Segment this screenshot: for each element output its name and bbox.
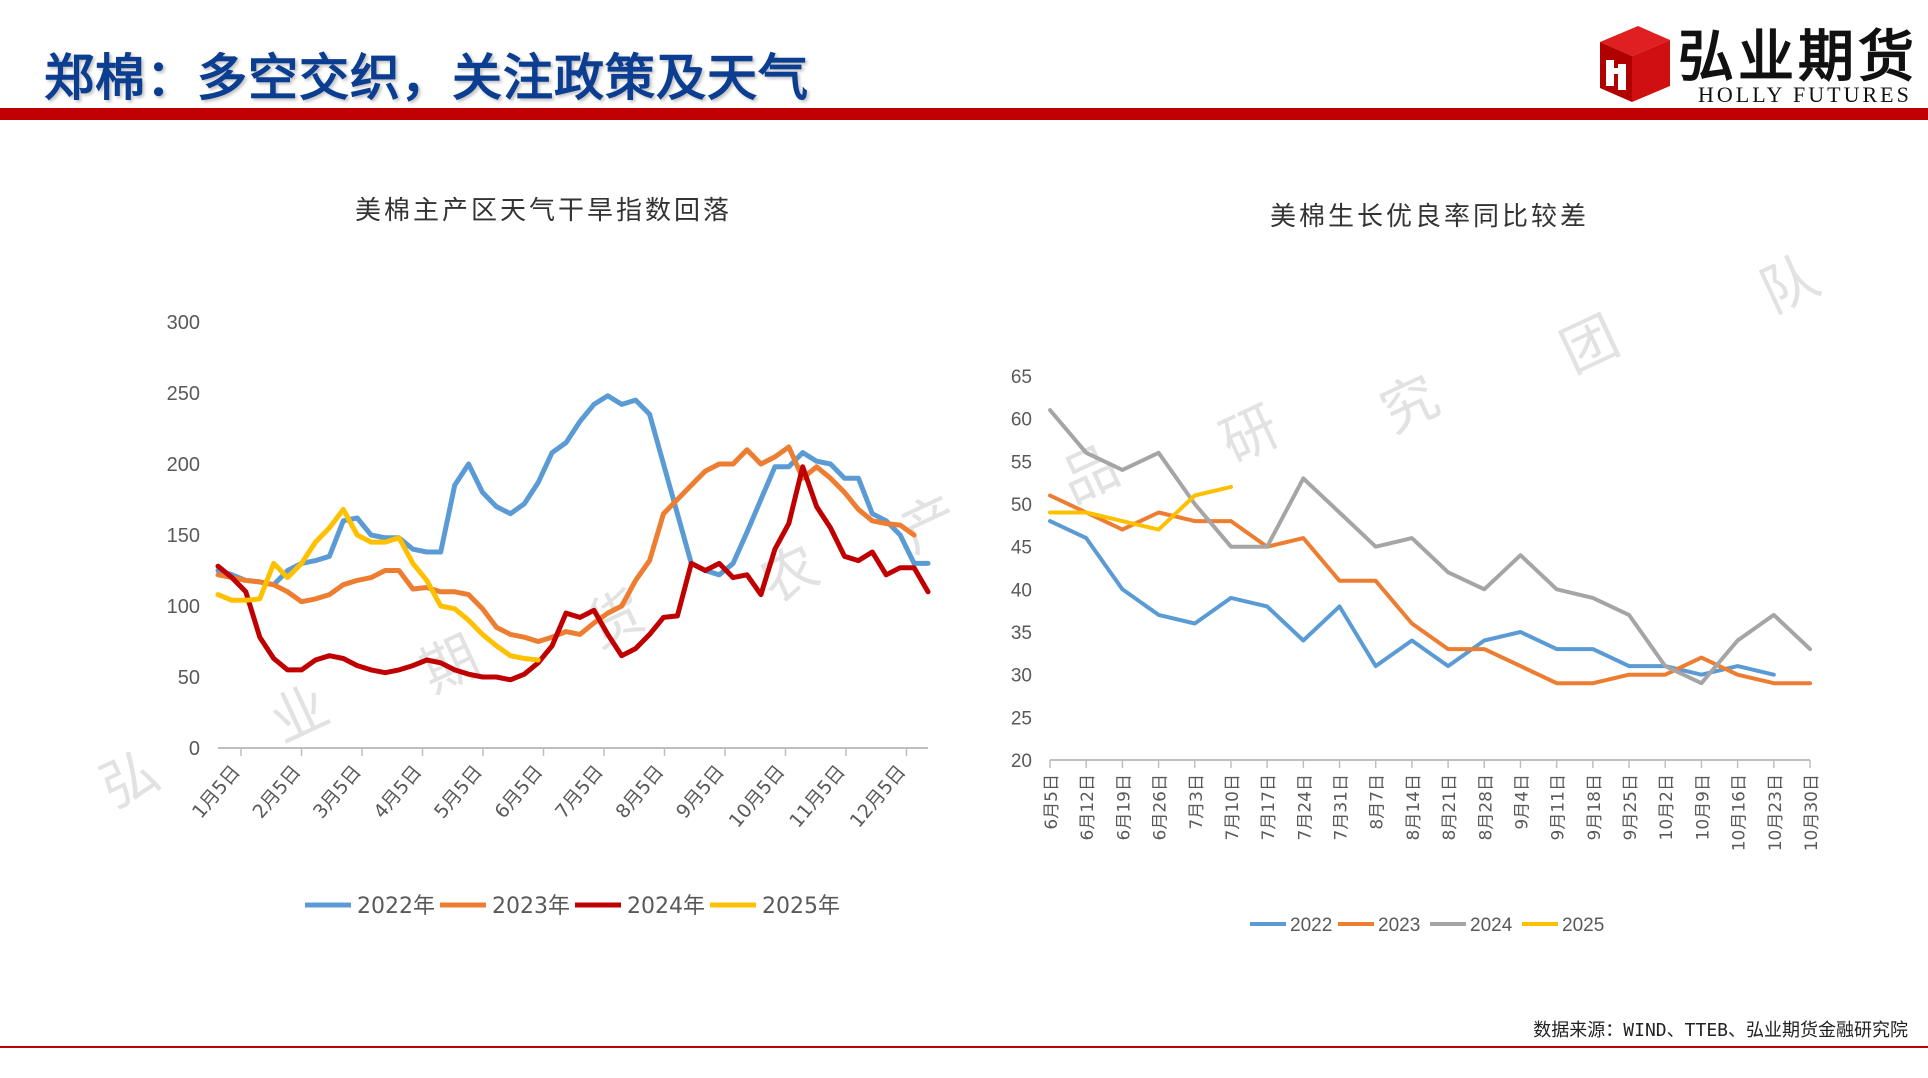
y-tick-label: 250 bbox=[167, 383, 200, 405]
series-line-2023 bbox=[1048, 493, 1812, 686]
legend-label: 2022年 bbox=[357, 894, 435, 919]
y-tick-label: 65 bbox=[1011, 367, 1032, 388]
series-line-2022 bbox=[1048, 519, 1776, 677]
x-tick-label: 8月28日 bbox=[1476, 774, 1496, 840]
legend-label: 2022 bbox=[1290, 915, 1332, 936]
legend-label: 2024 bbox=[1470, 915, 1513, 936]
x-tick-label: 10月30日 bbox=[1802, 774, 1822, 851]
legend-label: 2025年 bbox=[762, 894, 840, 919]
x-tick-label: 10月16日 bbox=[1730, 774, 1750, 851]
x-tick-label: 8月14日 bbox=[1404, 774, 1424, 840]
y-tick-label: 45 bbox=[1011, 538, 1032, 559]
legend-label: 2025 bbox=[1562, 915, 1604, 936]
y-tick-label: 0 bbox=[189, 738, 200, 760]
x-tick-label: 6月19日 bbox=[1114, 774, 1134, 840]
y-tick-label: 50 bbox=[1011, 495, 1032, 516]
x-tick-label: 7月10日 bbox=[1223, 774, 1243, 840]
logo-cube-icon bbox=[1600, 26, 1670, 102]
x-tick-label: 6月26日 bbox=[1151, 774, 1171, 840]
x-tick-label: 6月12日 bbox=[1078, 774, 1098, 840]
series-line-2024 bbox=[1048, 408, 1812, 686]
series-line-2025年 bbox=[215, 506, 541, 663]
series-line-2023年 bbox=[215, 444, 917, 644]
legend-label: 2023 bbox=[1378, 915, 1420, 936]
y-tick-label: 40 bbox=[1011, 580, 1032, 601]
y-tick-label: 300 bbox=[167, 312, 200, 334]
x-tick-label: 8月21日 bbox=[1440, 774, 1460, 840]
crop-condition-chart-title: 美棉生长优良率同比较差 bbox=[1270, 202, 1590, 232]
y-tick-label: 50 bbox=[178, 667, 200, 689]
x-tick-label: 10月23日 bbox=[1766, 774, 1786, 851]
y-tick-label: 30 bbox=[1011, 666, 1032, 687]
y-tick-label: 100 bbox=[167, 596, 200, 618]
drought-chart-title: 美棉主产区天气干旱指数回落 bbox=[355, 196, 733, 226]
x-tick-label: 9月25日 bbox=[1621, 774, 1641, 840]
x-tick-label: 6月5日 bbox=[1042, 774, 1062, 830]
legend-label: 2024年 bbox=[627, 894, 705, 919]
logo-english-text: HOLLY FUTURES bbox=[1698, 82, 1912, 107]
y-tick-label: 20 bbox=[1011, 751, 1032, 772]
series-line-2024年 bbox=[215, 464, 931, 683]
x-tick-label: 9月11日 bbox=[1549, 774, 1569, 840]
x-tick-label: 9月4日 bbox=[1512, 774, 1532, 830]
x-tick-label: 7月3日 bbox=[1187, 774, 1207, 830]
x-tick-label: 7月24日 bbox=[1295, 774, 1315, 840]
y-tick-label: 25 bbox=[1011, 708, 1032, 729]
header-divider bbox=[0, 108, 1928, 120]
y-tick-label: 55 bbox=[1011, 452, 1032, 473]
legend-label: 2023年 bbox=[492, 894, 570, 919]
x-tick-label: 10月2日 bbox=[1657, 774, 1677, 840]
y-tick-label: 60 bbox=[1011, 410, 1032, 431]
x-tick-label: 9月18日 bbox=[1585, 774, 1605, 840]
data-source-note: 数据来源：WIND、TTEB、弘业期货金融研究院 bbox=[1533, 1020, 1908, 1041]
logo-chinese-text: 弘业期货 bbox=[1678, 24, 1918, 90]
series-line-2025 bbox=[1048, 484, 1233, 532]
y-tick-label: 150 bbox=[167, 525, 200, 547]
x-tick-label: 7月17日 bbox=[1259, 774, 1279, 840]
footer-divider bbox=[0, 1046, 1928, 1048]
y-tick-label: 35 bbox=[1011, 623, 1032, 644]
page-title: 郑棉：多空交织，关注政策及天气 bbox=[44, 49, 809, 107]
y-tick-label: 200 bbox=[167, 454, 200, 476]
x-tick-label: 7月31日 bbox=[1332, 774, 1352, 840]
x-tick-label: 10月9日 bbox=[1693, 774, 1713, 840]
x-tick-label: 8月7日 bbox=[1368, 774, 1388, 830]
brand-logo: 弘业期货 HOLLY FUTURES bbox=[1590, 12, 1920, 108]
series-line-2022年 bbox=[215, 393, 931, 588]
